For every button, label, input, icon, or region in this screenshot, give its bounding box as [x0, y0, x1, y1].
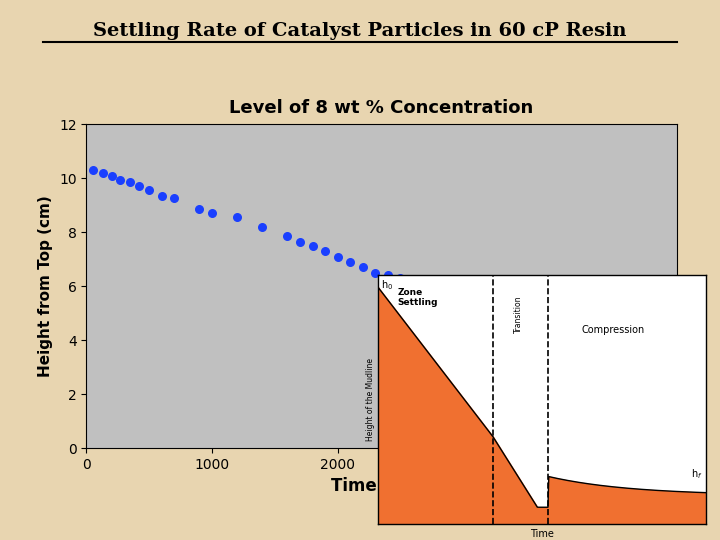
Point: [256, 222, 268, 231]
Point: [168, 194, 180, 202]
Point: [156, 191, 168, 200]
Y-axis label: Height from Top (cm): Height from Top (cm): [38, 195, 53, 377]
Point: [420, 279, 431, 288]
Point: [332, 252, 343, 261]
Point: [546, 291, 557, 300]
Point: [433, 281, 444, 289]
Point: [408, 276, 419, 285]
Point: [583, 292, 595, 301]
Point: [206, 209, 217, 218]
Point: [344, 258, 356, 266]
Point: [97, 168, 109, 177]
Point: [445, 282, 456, 291]
Point: [382, 271, 394, 280]
Point: [621, 293, 632, 302]
Point: [646, 294, 657, 302]
Point: [125, 178, 136, 187]
Point: [608, 293, 620, 301]
Text: Zone
Settling: Zone Settling: [397, 288, 438, 307]
Point: [482, 287, 494, 296]
Point: [133, 182, 145, 191]
Point: [307, 241, 318, 250]
Point: [357, 263, 369, 272]
Point: [508, 289, 519, 298]
Text: Settling Rate of Catalyst Particles in 60 cP Resin: Settling Rate of Catalyst Particles in 6…: [94, 22, 626, 39]
Y-axis label: Height of the Mudline: Height of the Mudline: [366, 358, 375, 441]
Point: [282, 232, 293, 241]
Point: [595, 293, 607, 301]
Point: [570, 292, 582, 301]
Point: [634, 293, 645, 302]
Point: [143, 186, 155, 194]
Point: [495, 288, 507, 297]
Text: Compression: Compression: [581, 325, 644, 335]
Point: [87, 166, 99, 174]
Point: [106, 171, 117, 180]
Point: [369, 268, 381, 277]
Point: [194, 205, 205, 213]
Point: [395, 274, 406, 282]
X-axis label: Time: Time: [530, 529, 554, 539]
Point: [294, 237, 306, 246]
X-axis label: Time (Min): Time (Min): [331, 477, 432, 496]
Point: [470, 286, 482, 295]
Point: [521, 290, 532, 299]
Point: [319, 247, 330, 255]
Point: [231, 213, 243, 221]
Point: [114, 175, 126, 184]
Text: Transition: Transition: [514, 295, 523, 333]
Point: [457, 285, 469, 293]
Text: h$_0$: h$_0$: [382, 278, 393, 292]
Title: Level of 8 wt % Concentration: Level of 8 wt % Concentration: [230, 99, 534, 117]
Point: [533, 291, 544, 299]
Text: h$_f$: h$_f$: [691, 467, 703, 481]
Point: [558, 292, 570, 300]
